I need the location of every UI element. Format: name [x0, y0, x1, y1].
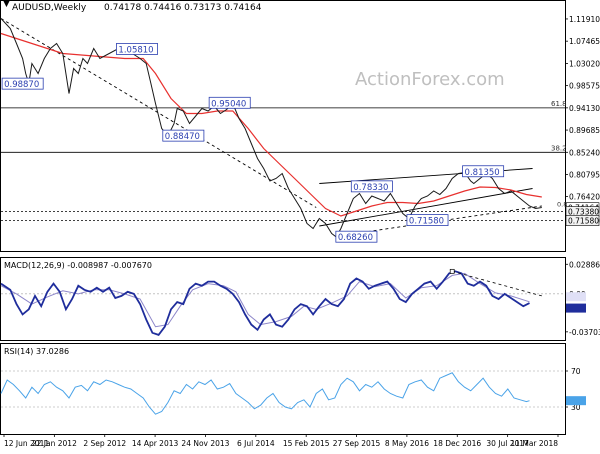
- price-label-2: 0.71580: [568, 217, 599, 226]
- annotation-label-5: 0.71580: [409, 217, 444, 227]
- ema-line: [0, 32, 542, 217]
- annotation-box-6: [335, 230, 378, 243]
- main-y-tick-label-7: 0.80795: [569, 171, 600, 180]
- macd-y-tick-label-0: 0.028869: [569, 260, 600, 269]
- annotation-box-5: [406, 214, 449, 227]
- annotation-label-3: 0.88470: [165, 132, 200, 142]
- price-line: [0, 18, 542, 238]
- macd-label: MACD(12,26,9) -0.008987 -0.007670: [4, 261, 152, 270]
- main-y-tick-label-0: 1.11910: [569, 15, 600, 24]
- macd-value-box-0: [566, 292, 586, 302]
- annotation-box-1: [1, 77, 44, 90]
- price-label-1: 0.73380: [568, 208, 599, 217]
- x-tick-label-9: 18 Dec 2016: [433, 439, 481, 448]
- macd-y-tick-label-2: -0.037039: [569, 328, 600, 337]
- annotation-box-3: [162, 129, 205, 142]
- x-tick-label-10: 30 Jul 2017: [486, 439, 529, 448]
- rsi-layer: [0, 370, 565, 415]
- x-tick-label-3: 14 Apr 2013: [132, 439, 179, 448]
- rsi-value-box: [566, 396, 586, 406]
- main-y-tick-label-3: 0.98575: [569, 82, 600, 91]
- main-y-tick-label-4: 0.94130: [569, 104, 600, 113]
- watermark: ActionForex.com: [355, 69, 505, 90]
- level-label-0: 61.8: [551, 100, 567, 108]
- annotation-box-4: [350, 180, 393, 193]
- rsi-label: RSI(14) 37.0286: [4, 347, 69, 356]
- trend-line-3: [319, 188, 533, 227]
- x-tick-label-11: 11 Mar 2018: [510, 439, 558, 448]
- macd-line: [0, 270, 530, 336]
- annotation-label-0: 1.05810: [118, 45, 153, 55]
- annotation-box-2: [208, 96, 251, 109]
- annotation-box-7: [462, 165, 505, 178]
- rsi-panel-frame: [0, 343, 566, 435]
- level-label-1: 38.2: [551, 144, 567, 152]
- axis-layer: 1.11910 1.07465 1.03020 0.98575 0.94130 0.896…: [3, 15, 600, 448]
- macd-trend-marker: [449, 268, 455, 274]
- main-y-tick-label-5: 0.89685: [569, 126, 600, 135]
- x-tick-label-0: 12 Jun 2011: [4, 439, 49, 448]
- macd-panel-frame: [0, 257, 566, 341]
- price-label-box-2: [565, 215, 600, 226]
- x-tick-label-4: 24 Nov 2013: [181, 439, 229, 448]
- x-tick-label-1: 22 Jan 2012: [32, 439, 77, 448]
- rsi-line: [0, 372, 530, 415]
- main-y-tick-label-1: 1.07465: [569, 37, 600, 46]
- x-tick-label-6: 15 Feb 2015: [283, 439, 330, 448]
- main-panel-frame: [0, 0, 566, 252]
- annotation-label-7: 0.81350: [465, 168, 500, 178]
- ohlc-values: 0.74178 0.74416 0.73173 0.74164: [104, 3, 262, 13]
- collapse-arrow-icon[interactable]: ▼: [3, 0, 10, 9]
- annotation-label-6: 0.68260: [338, 233, 373, 243]
- annotation-label-2: 0.95040: [211, 99, 246, 109]
- rsi-y-tick-label-1: 30: [571, 403, 581, 412]
- macd-layer: [0, 268, 565, 336]
- rsi-y-tick-label-0: 70: [571, 367, 581, 376]
- main-tick-hint: 0.8: [557, 201, 567, 209]
- main-y-tick-label-2: 1.03020: [569, 59, 600, 68]
- macd-value-box-1: [566, 303, 586, 313]
- main-y-tick-label-6: 0.85240: [569, 148, 600, 157]
- main-layer: 61.8 38.2 1.05810 0.98870 0.95040 0.88470 0.78…: [0, 18, 567, 243]
- annotation-label-4: 0.78330: [353, 183, 388, 193]
- chart-title: AUDUSD,Weekly: [12, 3, 87, 13]
- x-tick-label-5: 6 Jul 2014: [237, 439, 275, 448]
- x-tick-label-7: 27 Sep 2015: [333, 439, 381, 448]
- annotation-label-1: 0.98870: [4, 80, 39, 90]
- annotation-box-0: [116, 43, 158, 55]
- x-tick-label-8: 8 May 2016: [385, 439, 429, 448]
- main-y-tick-label-8: 0.76420: [569, 192, 600, 201]
- x-tick-label-2: 2 Sep 2012: [83, 439, 126, 448]
